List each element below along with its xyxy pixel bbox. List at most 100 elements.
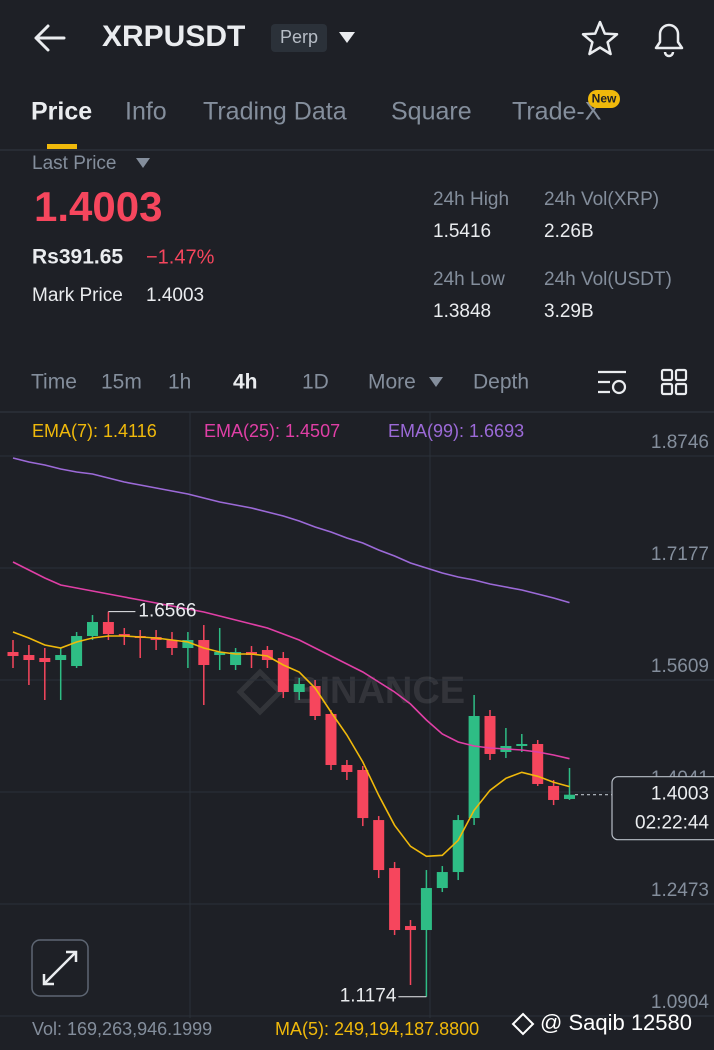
candle-body [55, 655, 67, 661]
watermark-logo [236, 668, 284, 716]
last-price: 1.4003 [34, 183, 162, 230]
stat-label: 24h Vol(XRP) [544, 189, 659, 210]
tab[interactable]: Info [125, 98, 167, 126]
volume: Vol: 169,263,946.1999 [32, 1019, 212, 1039]
stat-value: 2.26B [544, 221, 594, 242]
symbol-dropdown[interactable] [339, 32, 355, 43]
legend-name: EMA(99): [388, 421, 464, 441]
favorite-button[interactable] [581, 20, 619, 56]
candle-body [277, 658, 289, 693]
candle-body [118, 634, 130, 637]
symbol: XRPUSDT [102, 20, 245, 53]
y-tick-label: 1.2473 [651, 880, 709, 901]
candle-body [389, 868, 401, 931]
high-label: 1.6566 [138, 601, 196, 622]
candle-body [230, 652, 242, 666]
ema-line [12, 457, 570, 604]
candle-body [484, 715, 496, 754]
stat-label: 24h High [433, 189, 509, 210]
candle-body [341, 764, 353, 772]
candle-body [357, 769, 369, 819]
legend-value: 1.4507 [285, 421, 340, 441]
tab[interactable]: Square [391, 98, 472, 126]
candle-body [293, 684, 305, 693]
candle-body [309, 686, 321, 716]
candle-body [261, 650, 273, 661]
interval[interactable]: Depth [473, 371, 529, 394]
candle-body [87, 622, 98, 637]
candle-body [182, 640, 194, 649]
candle-body [102, 622, 114, 635]
mark-price-label: Mark Price [32, 285, 123, 306]
tab[interactable]: Price [31, 98, 92, 126]
indicator-settings[interactable] [598, 370, 627, 395]
tab[interactable]: Trade-X [512, 98, 602, 126]
candle-body [166, 640, 178, 649]
y-tick-label: 1.5609 [651, 656, 709, 677]
ema-line [12, 631, 570, 858]
candle-body [452, 820, 464, 873]
interval[interactable]: 1h [168, 371, 191, 394]
new-badge: New [592, 92, 617, 106]
mark-price: 1.4003 [146, 285, 204, 306]
legend-name: EMA(7): [32, 421, 98, 441]
candle-body [548, 785, 560, 800]
interval[interactable]: 1D [302, 371, 329, 394]
new-badge-bg [588, 90, 620, 108]
current-price-box [611, 776, 714, 841]
volume-ma: MA(5): 249,194,187.8800 [275, 1019, 479, 1039]
watermark-icon [511, 1012, 535, 1036]
legend-name: EMA(25): [204, 421, 280, 441]
stat-value: 1.3848 [433, 301, 491, 322]
y-tick-label: 1.0904 [651, 992, 710, 1013]
interval[interactable]: 15m [101, 371, 142, 394]
countdown: 02:22:44 [635, 813, 709, 834]
candle-body [71, 636, 83, 667]
legend-value: 1.6693 [469, 421, 524, 441]
tab[interactable]: Trading Data [203, 98, 347, 126]
chart-watermark: BINANCE [292, 670, 465, 712]
candle-body [468, 715, 480, 819]
plot: 1.87461.71771.56091.40411.24731.0904EMA(… [0, 421, 714, 1017]
dropdown-caret[interactable] [136, 158, 150, 168]
author-watermark: @ Saqib 12580 [540, 1010, 692, 1035]
badge-bg [271, 24, 327, 52]
interval[interactable]: More [368, 371, 416, 394]
candle-body [516, 743, 528, 746]
last-price-label: Last Price [32, 153, 116, 174]
candle-body [23, 655, 35, 661]
back-button[interactable] [34, 24, 66, 52]
candle-body [564, 794, 575, 799]
candle-body [39, 658, 51, 663]
candle-body [436, 872, 448, 889]
fullscreen-button[interactable] [31, 939, 89, 997]
stat-label: 24h Low [433, 269, 505, 290]
candle-body [325, 714, 337, 765]
candle-body [405, 926, 416, 931]
stat-value: 1.5416 [433, 221, 491, 242]
stat-label: 24h Vol(USDT) [544, 269, 672, 290]
candle-body [532, 743, 544, 784]
price-change: −1.47% [146, 246, 215, 268]
stat-value: 3.29B [544, 301, 594, 322]
interval[interactable]: 4h [233, 371, 258, 394]
tab-indicator [47, 144, 77, 149]
candle-body [214, 652, 226, 656]
alert-button[interactable] [654, 23, 684, 58]
candle-body [198, 640, 210, 666]
candle-body [373, 820, 385, 871]
current-price: 1.4003 [651, 784, 709, 805]
perp-badge: Perp [280, 27, 318, 47]
ema-line [12, 561, 570, 760]
dropdown-caret[interactable] [429, 377, 443, 387]
candle-body [7, 652, 19, 657]
legend-value: 1.4116 [103, 421, 157, 441]
low-label: 1.1174 [340, 986, 397, 1007]
y-tick-label: 1.8746 [651, 432, 709, 453]
interval[interactable]: Time [31, 371, 77, 394]
layout-button[interactable] [660, 368, 688, 396]
candle-body [420, 888, 432, 931]
